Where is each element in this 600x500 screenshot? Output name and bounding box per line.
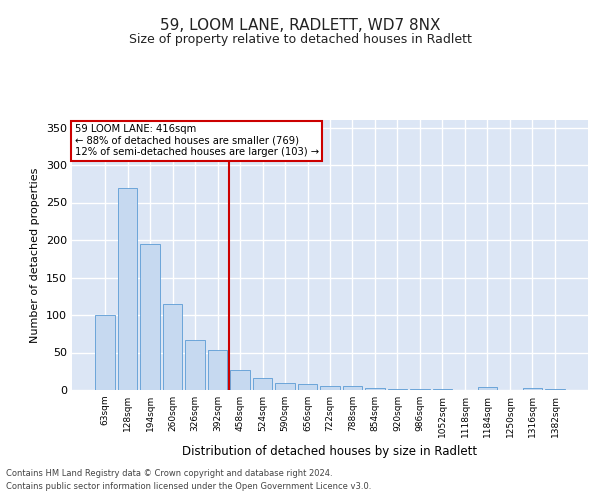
- Bar: [298, 384, 317, 390]
- Bar: [388, 388, 407, 390]
- Bar: [275, 383, 295, 390]
- X-axis label: Distribution of detached houses by size in Radlett: Distribution of detached houses by size …: [182, 446, 478, 458]
- Text: Contains HM Land Registry data © Crown copyright and database right 2024.: Contains HM Land Registry data © Crown c…: [6, 468, 332, 477]
- Bar: [230, 370, 250, 390]
- Bar: [320, 386, 340, 390]
- Text: Contains public sector information licensed under the Open Government Licence v3: Contains public sector information licen…: [6, 482, 371, 491]
- Bar: [163, 304, 182, 390]
- Bar: [433, 389, 452, 390]
- Bar: [118, 188, 137, 390]
- Bar: [478, 387, 497, 390]
- Bar: [523, 388, 542, 390]
- Bar: [253, 378, 272, 390]
- Bar: [140, 244, 160, 390]
- Text: Size of property relative to detached houses in Radlett: Size of property relative to detached ho…: [128, 32, 472, 46]
- Bar: [410, 388, 430, 390]
- Bar: [208, 350, 227, 390]
- Bar: [545, 388, 565, 390]
- Bar: [365, 388, 385, 390]
- Y-axis label: Number of detached properties: Number of detached properties: [31, 168, 40, 342]
- Bar: [95, 315, 115, 390]
- Text: 59, LOOM LANE, RADLETT, WD7 8NX: 59, LOOM LANE, RADLETT, WD7 8NX: [160, 18, 440, 32]
- Bar: [343, 386, 362, 390]
- Text: 59 LOOM LANE: 416sqm
← 88% of detached houses are smaller (769)
12% of semi-deta: 59 LOOM LANE: 416sqm ← 88% of detached h…: [74, 124, 319, 157]
- Bar: [185, 340, 205, 390]
